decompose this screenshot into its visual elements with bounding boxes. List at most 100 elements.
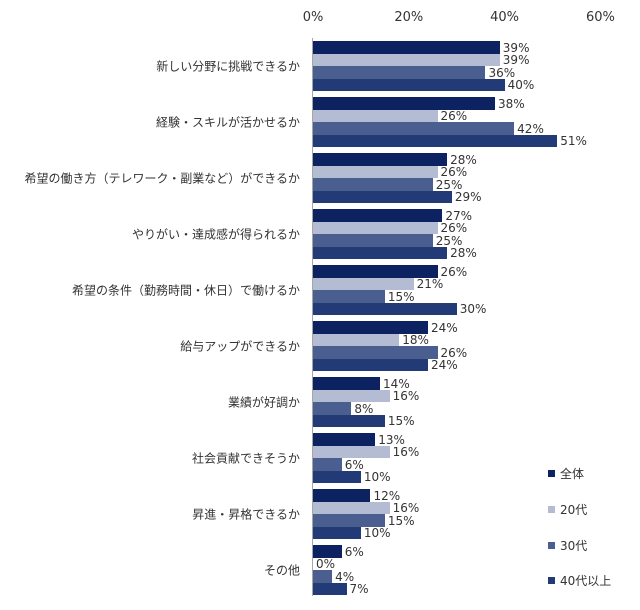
data-label: 8% (354, 401, 374, 416)
bar-3 (313, 514, 385, 527)
bar-3 (313, 122, 515, 135)
category-label: 新しい分野に挑戦できるか (156, 59, 300, 74)
legend-swatch-icon (548, 470, 555, 477)
category-label: 業績が好調か (227, 395, 300, 410)
x-axis-tick: 40% (490, 10, 520, 25)
x-axis-tick: 60% (585, 10, 615, 25)
bar-2 (313, 277, 414, 290)
data-label: 16% (392, 501, 420, 515)
data-label: 15% (387, 414, 415, 428)
data-label: 13% (378, 432, 405, 447)
bar-1 (313, 545, 342, 558)
category-label: 希望の条件（勤務時間・休日）で働けるか (71, 283, 300, 298)
data-label: 6% (344, 457, 364, 472)
legend-item: 20代 (548, 501, 587, 518)
category-label: 昇進・昇格できるか (192, 507, 300, 522)
bar-2 (313, 445, 390, 458)
data-label: 21% (416, 277, 444, 291)
bar-4 (313, 134, 558, 147)
data-label: 38% (498, 96, 525, 111)
data-label: 15% (387, 513, 415, 528)
x-axis-tick: 20% (394, 10, 424, 25)
data-label: 26% (440, 221, 468, 235)
data-label: 26% (440, 264, 468, 279)
data-label: 51% (560, 134, 587, 148)
legend-item: 30代 (548, 537, 587, 554)
bar-2 (313, 221, 438, 234)
data-label: 12% (373, 488, 401, 503)
category-label: 社会貢献できそうか (191, 451, 300, 466)
bar-2 (313, 501, 390, 514)
data-label: 6% (344, 544, 364, 559)
data-label: 10% (363, 470, 391, 484)
bar-3 (313, 66, 486, 79)
category-label: 希望の働き方（テレワーク・副業など）ができるか (24, 171, 300, 186)
bar-4 (313, 414, 385, 427)
bar-4 (313, 470, 361, 483)
data-label: 25% (435, 177, 463, 192)
data-label: 24% (430, 358, 458, 372)
bar-4 (313, 358, 428, 371)
bar-1 (313, 489, 371, 502)
bar-2 (313, 333, 400, 346)
legend-label: 20代 (560, 503, 588, 517)
x-axis-tick: 0% (302, 10, 324, 25)
category-label: 経験・スキルが活かせるか (155, 115, 300, 130)
data-label: 14% (383, 376, 410, 391)
legend-item: 40代以上 (548, 572, 611, 589)
category-label: 給与アップができるか (180, 339, 300, 354)
data-label: 36% (488, 65, 516, 80)
category-label: その他 (263, 563, 300, 578)
data-label: 16% (392, 445, 420, 459)
data-label: 26% (440, 345, 468, 360)
data-label: 28% (450, 152, 477, 167)
data-label: 7% (349, 582, 369, 596)
data-label: 4% (335, 569, 355, 584)
legend-label: 40代以上 (560, 574, 612, 588)
y-axis-line (312, 38, 313, 596)
data-label: 28% (450, 246, 477, 260)
bar-4 (313, 246, 448, 259)
data-label: 27% (445, 208, 472, 223)
bar-1 (313, 377, 381, 390)
data-label: 39% (502, 40, 530, 55)
legend-item: 全体 (548, 465, 584, 482)
bar-1 (313, 321, 428, 334)
bar-4 (313, 190, 452, 203)
data-label: 16% (392, 389, 420, 403)
bar-1 (313, 97, 496, 110)
bar-3 (313, 570, 333, 583)
legend-swatch-icon (548, 577, 555, 584)
data-label: 18% (402, 333, 429, 347)
legend-swatch-icon (548, 506, 555, 513)
data-label: 10% (363, 526, 391, 540)
bar-3 (313, 402, 352, 415)
bar-3 (313, 346, 438, 359)
data-label: 26% (440, 109, 468, 123)
bar-2 (313, 389, 390, 402)
bar-1 (313, 41, 500, 54)
data-label: 26% (440, 165, 468, 179)
legend-label: 30代 (560, 539, 588, 553)
bar-4 (313, 582, 347, 595)
bar-3 (313, 234, 433, 247)
data-label: 0% (316, 557, 336, 571)
bar-1 (313, 433, 376, 446)
bar-2 (313, 109, 438, 122)
bar-4 (313, 526, 361, 539)
category-label: やりがい・達成感が得られるか (131, 227, 300, 242)
bar-1 (313, 265, 438, 278)
data-label: 24% (430, 320, 458, 335)
bar-2 (313, 165, 438, 178)
bar-3 (313, 178, 433, 191)
bar-2 (313, 53, 500, 66)
data-label: 40% (507, 78, 535, 92)
data-label: 42% (517, 121, 544, 136)
data-label: 39% (502, 53, 530, 67)
bar-1 (313, 209, 443, 222)
bar-1 (313, 153, 448, 166)
bar-4 (313, 302, 457, 315)
data-label: 29% (454, 190, 482, 204)
bar-3 (313, 290, 385, 303)
